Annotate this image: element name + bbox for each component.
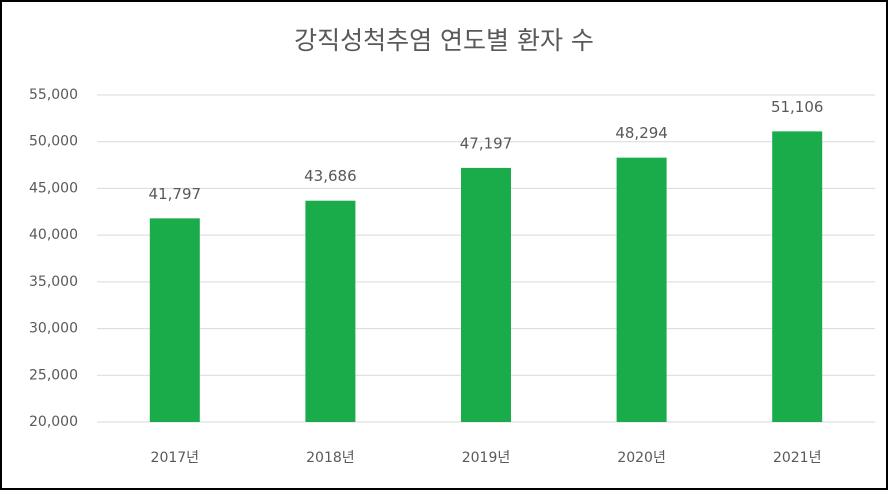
bar: [461, 167, 511, 422]
y-tick-label: 35,000: [29, 274, 78, 290]
bar: [616, 157, 667, 422]
value-label: 48,294: [615, 124, 668, 142]
chart-title: 강직성척추염 연도별 환자 수: [294, 26, 594, 55]
x-tick-label: 2020년: [617, 450, 666, 466]
y-tick-label: 45,000: [29, 180, 78, 196]
y-tick-label: 55,000: [29, 87, 78, 103]
value-label: 47,197: [460, 134, 513, 152]
bar: [772, 131, 823, 422]
value-label: 41,797: [149, 185, 202, 203]
y-tick-label: 50,000: [29, 134, 78, 150]
y-tick-label: 20,000: [29, 414, 78, 430]
value-label: 51,106: [771, 98, 824, 116]
bar: [305, 200, 356, 422]
y-tick-label: 30,000: [29, 321, 78, 337]
x-tick-label: 2018년: [306, 450, 355, 466]
x-tick-label: 2017년: [151, 450, 200, 466]
y-tick-label: 40,000: [29, 227, 78, 243]
value-label: 43,686: [304, 167, 357, 185]
x-tick-label: 2021년: [773, 450, 822, 466]
y-tick-label: 25,000: [29, 367, 78, 383]
bar: [149, 218, 200, 422]
x-tick-label: 2019년: [462, 450, 511, 466]
